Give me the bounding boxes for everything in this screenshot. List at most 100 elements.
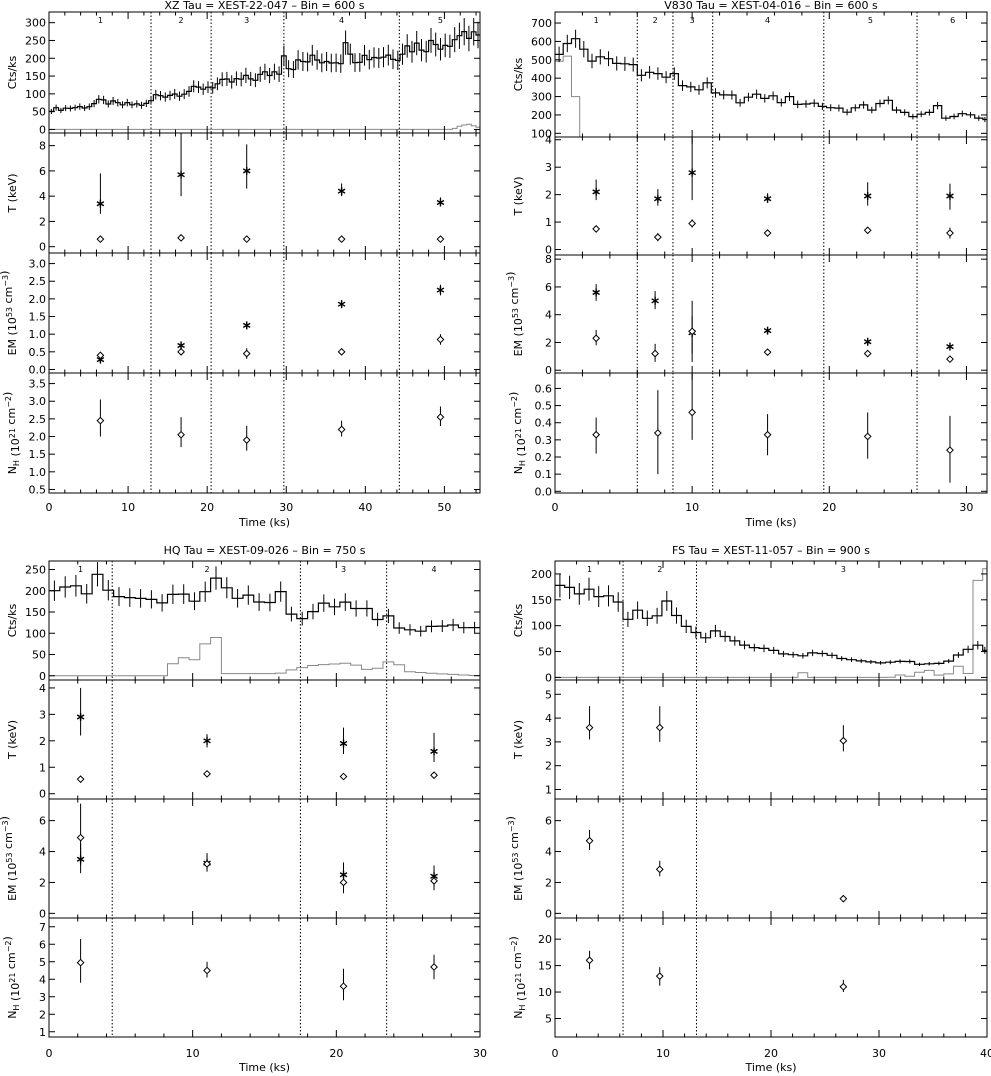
y-tick-label: 0.2: [535, 451, 553, 464]
panel-4: 1 2 3 4 5 6 7 NH (1021 cm−2): [1, 917, 481, 1039]
y-tick-label: 1.0: [29, 328, 47, 341]
segment-label: 3: [244, 16, 249, 25]
panel-4: 0.5 1.0 1.5 2.0 2.5 3.0 3.5 NH (1021 cm−2): [1, 372, 481, 496]
y-axis-label: T (keV): [512, 720, 525, 760]
data-point-star: [242, 144, 251, 189]
y-tick-label: 300: [25, 17, 46, 30]
diamond-marker: [763, 229, 772, 237]
chart-2: V830 Tau = XEST-04-016 – Bin = 600 s 1 2 3 4…: [504, 0, 988, 529]
panel-4: 5 10 15 20 NH (1021 cm−2): [507, 917, 988, 1038]
diamond-marker: [337, 347, 346, 356]
chart-1: XZ Tau = XEST-22-047 – Bin = 600 s1 2 3 4 50…: [0, 0, 481, 529]
plot-area: [592, 255, 954, 373]
diamond-marker: [655, 865, 664, 874]
diamond-marker: [863, 226, 872, 235]
plot-area: [96, 133, 445, 253]
data-point-diamond: [430, 771, 438, 780]
diamond-marker: [339, 772, 348, 781]
y-axis-label: T (keV): [512, 176, 525, 216]
data-point-diamond: [96, 399, 105, 437]
star-marker: [863, 337, 872, 346]
segment-label: 2: [653, 16, 658, 25]
data-point-diamond: [592, 329, 601, 346]
y-tick-label: 2.5: [29, 275, 47, 288]
y-tick-label: 3.0: [29, 395, 47, 408]
segment-label: 3: [690, 16, 695, 25]
y-tick-label: 4: [545, 846, 552, 859]
panel-4: 0.0 0.1 0.2 0.3 0.4 0.5 0.6 NH (1021 cm−2): [507, 372, 988, 498]
star-marker: [592, 288, 600, 297]
y-axis-label: T (keV): [6, 173, 19, 213]
y-axis-label: NH (1021 cm−2): [507, 392, 528, 475]
diamond-marker: [839, 894, 848, 903]
y-axis-label: Cts/ks: [512, 603, 525, 637]
data-point-star: [592, 179, 600, 201]
star-marker: [430, 747, 438, 756]
y-tick-label: 0.5: [29, 483, 47, 496]
diamond-marker: [76, 958, 85, 967]
y-tick-label: 10: [538, 986, 552, 999]
y-tick-label: 200: [25, 585, 46, 598]
panel-frame: [48, 798, 481, 919]
diamond-marker: [242, 235, 251, 244]
diamond-marker: [242, 349, 251, 358]
chart-title: HQ Tau = XEST-09-026 – Bin = 750 s: [164, 544, 366, 557]
segment-label: 5: [438, 16, 443, 25]
data-point-diamond: [763, 414, 772, 456]
segment-label: 4: [339, 16, 344, 25]
diamond-marker: [946, 446, 954, 455]
background-curve: [555, 568, 987, 678]
data-point-diamond: [688, 219, 697, 228]
star-marker: [946, 342, 954, 351]
data-point-star: [337, 300, 346, 309]
background-curve: [49, 123, 480, 130]
data-point-diamond: [763, 229, 772, 237]
y-tick-label: 0.5: [29, 346, 47, 359]
light-curve-errors: [559, 573, 986, 666]
star-marker: [177, 170, 185, 179]
y-tick-label: 2: [39, 215, 46, 228]
data-point-star: [242, 321, 251, 330]
light-curve-errors: [53, 562, 476, 637]
y-tick-label: 0.4: [535, 417, 553, 430]
x-tick-label: 20: [822, 501, 836, 514]
data-point-star: [436, 284, 445, 296]
panel-frame: [554, 679, 988, 800]
y-axis-label: Cts/ks: [6, 603, 19, 637]
star-marker: [242, 166, 251, 175]
x-tick-label: 0: [552, 501, 559, 514]
y-tick-label: 2: [545, 189, 552, 202]
data-point-star: [203, 734, 211, 748]
diamond-marker: [688, 219, 697, 228]
star-marker: [763, 194, 772, 203]
data-point-diamond: [839, 725, 848, 752]
diamond-marker: [585, 836, 594, 845]
y-tick-label: 100: [25, 88, 46, 101]
diamond-marker: [436, 335, 445, 344]
y-tick-label: 4: [39, 682, 46, 695]
star-marker: [242, 321, 251, 330]
segment-label: 3: [341, 565, 346, 574]
y-tick-label: 4: [39, 190, 46, 203]
panel-2: 1 2 3 4 5 T (keV): [512, 679, 988, 800]
diamond-marker: [430, 771, 438, 780]
y-tick-label: 250: [25, 564, 46, 577]
star-marker: [863, 192, 872, 200]
y-tick-label: 0.3: [535, 434, 553, 447]
panel-frame: [48, 917, 481, 1038]
data-point-diamond: [863, 412, 872, 459]
diamond-marker: [688, 408, 697, 417]
light-curve: [555, 38, 987, 121]
plot-area: [555, 561, 987, 680]
data-point-diamond: [436, 235, 445, 244]
diamond-marker: [592, 430, 601, 439]
data-point-diamond: [688, 300, 697, 362]
diamond-marker: [839, 982, 848, 991]
y-tick-label: 4: [545, 712, 552, 725]
diamond-marker: [655, 972, 664, 981]
y-axis-label: NH (1021 cm−2): [1, 392, 22, 475]
y-tick-label: 0: [39, 788, 46, 801]
data-point-diamond: [651, 343, 660, 362]
y-tick-label: 500: [531, 54, 552, 67]
